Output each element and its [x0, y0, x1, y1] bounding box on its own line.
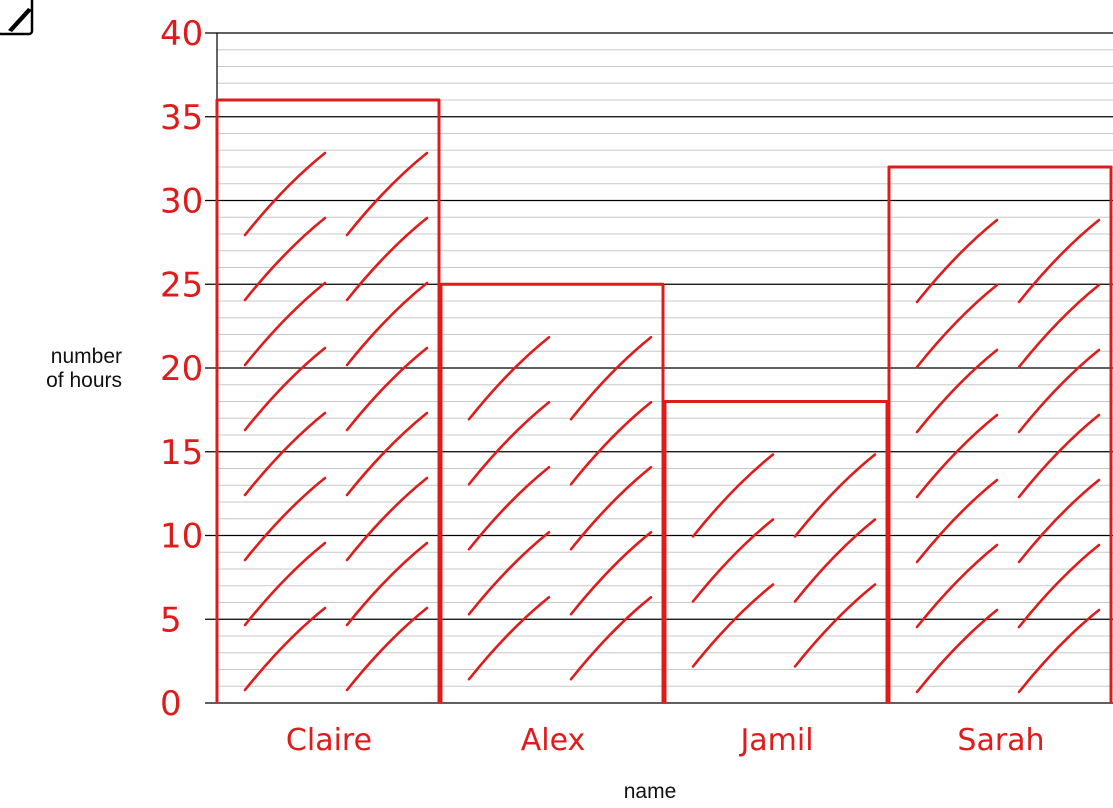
- hatch-stroke: [243, 606, 327, 692]
- hatch-stroke: [915, 608, 999, 694]
- bar-series: [215, 98, 1113, 703]
- pencil-edit-icon[interactable]: [0, 0, 40, 40]
- hatch-stroke: [691, 518, 775, 603]
- hatch-stroke: [345, 541, 429, 627]
- hatch-stroke: [243, 541, 327, 627]
- hatch-stroke: [243, 281, 327, 367]
- hatch-stroke: [1017, 218, 1101, 304]
- y-axis-label-line-2: of hours: [46, 369, 122, 392]
- hatch-stroke: [243, 476, 327, 562]
- hatch-stroke: [1017, 478, 1101, 564]
- hatch-stroke: [345, 216, 429, 302]
- hatch-stroke: [1017, 413, 1101, 499]
- hatch-stroke: [1017, 608, 1101, 694]
- y-tick-labels: 0 5 10 15 20 25 30 35 40: [160, 14, 203, 724]
- y-tick-label: 25: [160, 265, 203, 305]
- hatch-stroke: [793, 583, 877, 668]
- hatch-stroke: [345, 476, 429, 562]
- y-tick-label: 35: [160, 98, 203, 138]
- hatch-stroke: [467, 400, 551, 486]
- hatch-stroke: [467, 595, 551, 681]
- hatch-stroke: [915, 348, 999, 434]
- hatch-stroke: [1017, 543, 1101, 629]
- hatch-stroke: [345, 606, 429, 692]
- hatch-stroke: [345, 151, 429, 237]
- bar-outline: [215, 98, 441, 703]
- y-tick-label: 15: [160, 433, 203, 473]
- bar-outline: [663, 400, 889, 703]
- hatch-stroke: [243, 346, 327, 432]
- bar-alex: [439, 282, 665, 703]
- hatch-stroke: [1017, 283, 1101, 369]
- hatch-stroke: [1017, 348, 1101, 434]
- y-tick-label: 20: [160, 349, 203, 389]
- hatch-stroke: [915, 218, 999, 304]
- hatch-stroke: [569, 335, 653, 421]
- x-tick-labels: Claire Alex Jamil Sarah: [286, 723, 1045, 758]
- x-tick-label-sarah: Sarah: [957, 723, 1044, 758]
- hatch-stroke: [915, 283, 999, 369]
- hatch-stroke: [467, 530, 551, 616]
- x-tick-label-claire: Claire: [286, 723, 372, 758]
- hatch-stroke: [569, 400, 653, 486]
- y-tick-label: 10: [160, 517, 203, 557]
- hatch-stroke: [915, 543, 999, 629]
- x-tick-label-jamil: Jamil: [738, 723, 813, 758]
- bar-claire: [215, 98, 441, 703]
- y-tick-label: 40: [160, 14, 203, 54]
- hatch-stroke: [243, 151, 327, 237]
- hatch-stroke: [691, 453, 775, 538]
- hatch-stroke: [569, 465, 653, 551]
- hatch-stroke: [243, 216, 327, 302]
- hatch-stroke: [467, 335, 551, 421]
- bar-outline: [439, 282, 665, 703]
- hatch-stroke: [793, 453, 877, 538]
- hatch-stroke: [243, 411, 327, 497]
- y-tick-label: 5: [160, 600, 182, 640]
- hatch-stroke: [467, 465, 551, 551]
- hatch-stroke: [691, 583, 775, 668]
- hatch-stroke: [345, 281, 429, 367]
- bar-sarah: [887, 165, 1113, 703]
- hatch-stroke: [569, 530, 653, 616]
- bar-jamil: [663, 400, 889, 703]
- hatch-stroke: [915, 478, 999, 564]
- x-tick-label-alex: Alex: [521, 723, 586, 758]
- hatch-stroke: [345, 411, 429, 497]
- y-axis-label-line-1: number: [50, 345, 122, 368]
- bar-outline: [887, 165, 1113, 703]
- y-axis-label: number of hours: [0, 345, 122, 393]
- hatch-stroke: [793, 518, 877, 603]
- hatch-stroke: [569, 595, 653, 681]
- hatch-stroke: [345, 346, 429, 432]
- y-tick-label: 0: [160, 684, 182, 724]
- hatch-stroke: [915, 413, 999, 499]
- y-tick-label: 30: [160, 182, 203, 222]
- x-axis-label: name: [623, 780, 677, 803]
